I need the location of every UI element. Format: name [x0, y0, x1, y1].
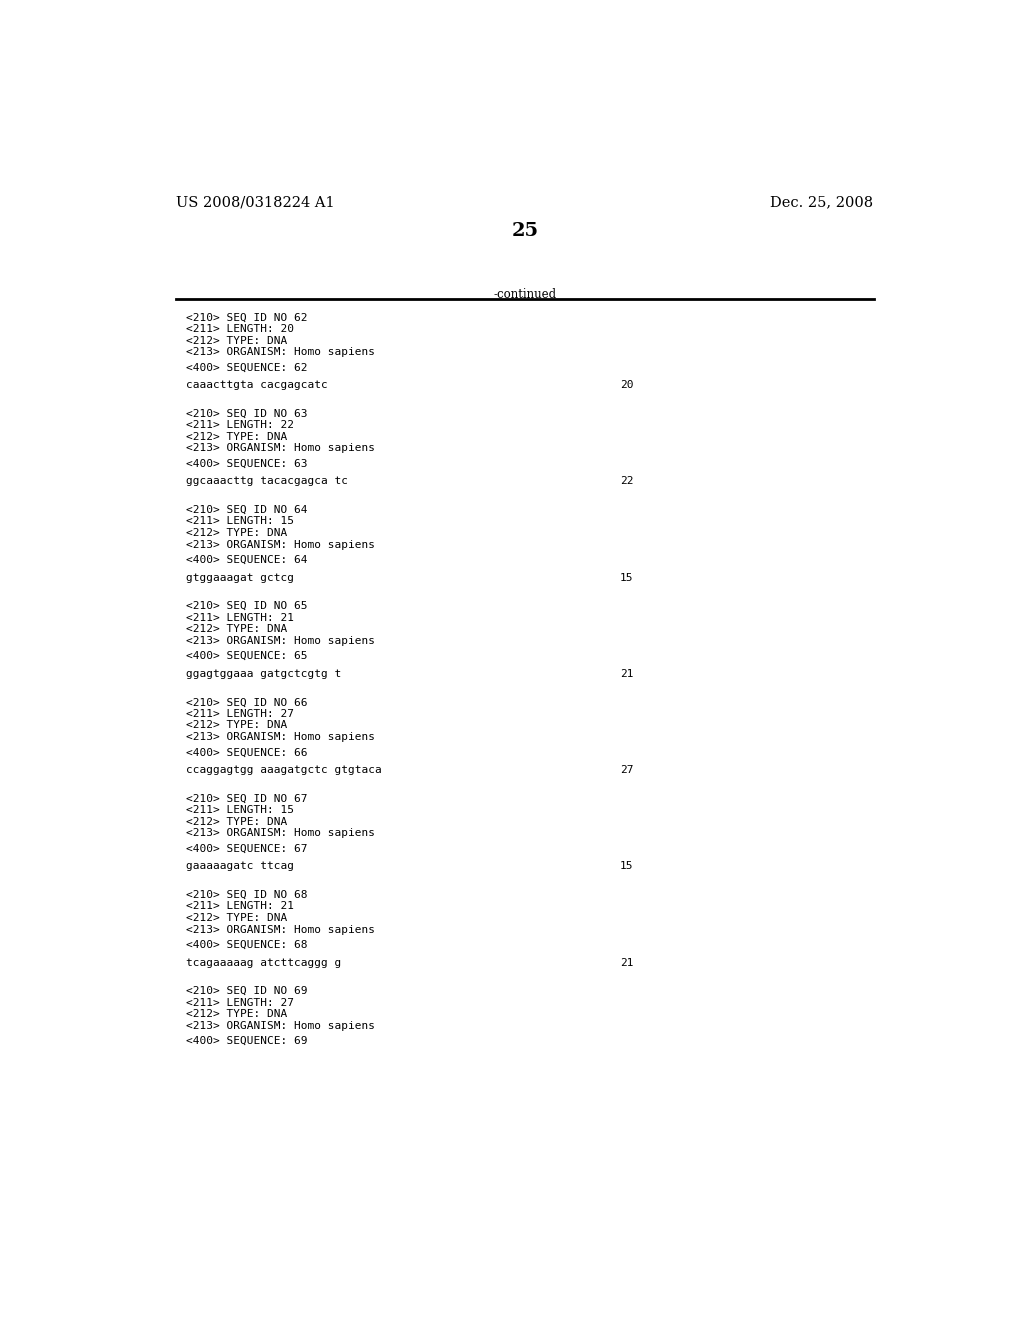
- Text: Dec. 25, 2008: Dec. 25, 2008: [770, 195, 873, 210]
- Text: <210> SEQ ID NO 67: <210> SEQ ID NO 67: [186, 793, 307, 804]
- Text: <400> SEQUENCE: 63: <400> SEQUENCE: 63: [186, 459, 307, 469]
- Text: ggagtggaaa gatgctcgtg t: ggagtggaaa gatgctcgtg t: [186, 669, 341, 678]
- Text: <400> SEQUENCE: 64: <400> SEQUENCE: 64: [186, 554, 307, 565]
- Text: <212> TYPE: DNA: <212> TYPE: DNA: [186, 817, 288, 826]
- Text: ggcaaacttg tacacgagca tc: ggcaaacttg tacacgagca tc: [186, 477, 348, 486]
- Text: tcagaaaaag atcttcaggg g: tcagaaaaag atcttcaggg g: [186, 958, 341, 968]
- Text: 21: 21: [621, 669, 634, 678]
- Text: <211> LENGTH: 20: <211> LENGTH: 20: [186, 323, 294, 334]
- Text: <212> TYPE: DNA: <212> TYPE: DNA: [186, 624, 288, 634]
- Text: <211> LENGTH: 22: <211> LENGTH: 22: [186, 420, 294, 430]
- Text: 22: 22: [621, 477, 634, 486]
- Text: <211> LENGTH: 27: <211> LENGTH: 27: [186, 709, 294, 719]
- Text: 15: 15: [621, 573, 634, 582]
- Text: <212> TYPE: DNA: <212> TYPE: DNA: [186, 335, 288, 346]
- Text: <210> SEQ ID NO 62: <210> SEQ ID NO 62: [186, 313, 307, 322]
- Text: <213> ORGANISM: Homo sapiens: <213> ORGANISM: Homo sapiens: [186, 540, 375, 549]
- Text: <210> SEQ ID NO 65: <210> SEQ ID NO 65: [186, 601, 307, 611]
- Text: <211> LENGTH: 15: <211> LENGTH: 15: [186, 805, 294, 816]
- Text: <212> TYPE: DNA: <212> TYPE: DNA: [186, 913, 288, 923]
- Text: <400> SEQUENCE: 69: <400> SEQUENCE: 69: [186, 1036, 307, 1047]
- Text: <212> TYPE: DNA: <212> TYPE: DNA: [186, 1010, 288, 1019]
- Text: <400> SEQUENCE: 67: <400> SEQUENCE: 67: [186, 843, 307, 854]
- Text: caaacttgta cacgagcatc: caaacttgta cacgagcatc: [186, 380, 328, 391]
- Text: <400> SEQUENCE: 65: <400> SEQUENCE: 65: [186, 651, 307, 661]
- Text: <213> ORGANISM: Homo sapiens: <213> ORGANISM: Homo sapiens: [186, 1020, 375, 1031]
- Text: <211> LENGTH: 21: <211> LENGTH: 21: [186, 902, 294, 911]
- Text: US 2008/0318224 A1: US 2008/0318224 A1: [176, 195, 335, 210]
- Text: <210> SEQ ID NO 63: <210> SEQ ID NO 63: [186, 409, 307, 418]
- Text: <210> SEQ ID NO 64: <210> SEQ ID NO 64: [186, 506, 307, 515]
- Text: 20: 20: [621, 380, 634, 391]
- Text: -continued: -continued: [494, 288, 556, 301]
- Text: <211> LENGTH: 27: <211> LENGTH: 27: [186, 998, 294, 1007]
- Text: 21: 21: [621, 958, 634, 968]
- Text: <400> SEQUENCE: 62: <400> SEQUENCE: 62: [186, 363, 307, 372]
- Text: <213> ORGANISM: Homo sapiens: <213> ORGANISM: Homo sapiens: [186, 829, 375, 838]
- Text: ccaggagtgg aaagatgctc gtgtaca: ccaggagtgg aaagatgctc gtgtaca: [186, 766, 382, 775]
- Text: <400> SEQUENCE: 68: <400> SEQUENCE: 68: [186, 940, 307, 950]
- Text: <210> SEQ ID NO 68: <210> SEQ ID NO 68: [186, 890, 307, 900]
- Text: <400> SEQUENCE: 66: <400> SEQUENCE: 66: [186, 747, 307, 758]
- Text: <213> ORGANISM: Homo sapiens: <213> ORGANISM: Homo sapiens: [186, 444, 375, 453]
- Text: 25: 25: [511, 222, 539, 239]
- Text: 27: 27: [621, 766, 634, 775]
- Text: <212> TYPE: DNA: <212> TYPE: DNA: [186, 432, 288, 442]
- Text: 15: 15: [621, 862, 634, 871]
- Text: <212> TYPE: DNA: <212> TYPE: DNA: [186, 721, 288, 730]
- Text: gaaaaagatc ttcag: gaaaaagatc ttcag: [186, 862, 294, 871]
- Text: <210> SEQ ID NO 66: <210> SEQ ID NO 66: [186, 697, 307, 708]
- Text: <213> ORGANISM: Homo sapiens: <213> ORGANISM: Homo sapiens: [186, 347, 375, 356]
- Text: <211> LENGTH: 21: <211> LENGTH: 21: [186, 612, 294, 623]
- Text: <211> LENGTH: 15: <211> LENGTH: 15: [186, 516, 294, 527]
- Text: <213> ORGANISM: Homo sapiens: <213> ORGANISM: Homo sapiens: [186, 636, 375, 645]
- Text: <213> ORGANISM: Homo sapiens: <213> ORGANISM: Homo sapiens: [186, 924, 375, 935]
- Text: <213> ORGANISM: Homo sapiens: <213> ORGANISM: Homo sapiens: [186, 733, 375, 742]
- Text: <210> SEQ ID NO 69: <210> SEQ ID NO 69: [186, 986, 307, 997]
- Text: <212> TYPE: DNA: <212> TYPE: DNA: [186, 528, 288, 539]
- Text: gtggaaagat gctcg: gtggaaagat gctcg: [186, 573, 294, 582]
